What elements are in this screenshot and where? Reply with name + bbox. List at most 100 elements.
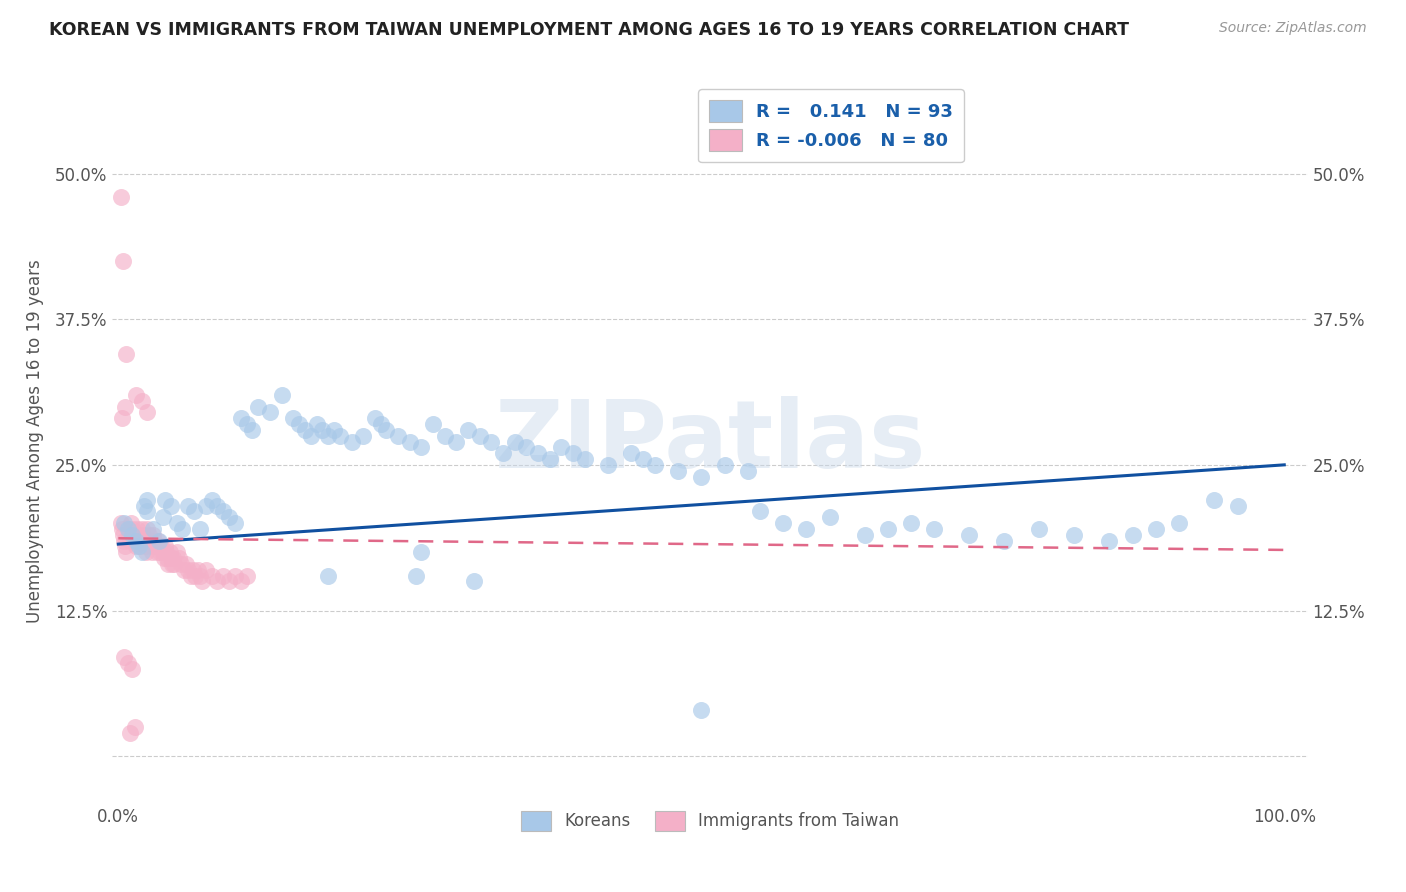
Point (142, 522, 165, 536)
Point (120, 516, 142, 530)
Point (150, 540, 173, 554)
Point (574, 452, 596, 467)
Point (136, 504, 159, 518)
Point (422, 417, 444, 431)
Text: ZIPatlas: ZIPatlas (495, 395, 925, 488)
Point (172, 522, 194, 536)
Point (433, 428, 456, 442)
Point (124, 533, 146, 548)
Point (174, 557, 197, 571)
Point (463, 574, 485, 589)
Point (114, 400, 136, 414)
Point (311, 423, 333, 437)
Point (117, 656, 139, 670)
Point (184, 568, 207, 582)
Point (224, 516, 246, 530)
Point (1063, 528, 1085, 542)
Point (146, 545, 169, 559)
Point (159, 499, 181, 513)
Point (283, 411, 305, 425)
Point (125, 522, 148, 536)
Point (145, 540, 167, 554)
Point (125, 533, 148, 548)
Point (128, 540, 150, 554)
Point (411, 545, 433, 559)
Point (118, 528, 141, 542)
Point (170, 557, 193, 571)
Point (159, 551, 181, 566)
Point (457, 423, 479, 437)
Point (218, 574, 240, 589)
Point (180, 568, 202, 582)
Point (117, 522, 139, 536)
Point (112, 533, 135, 548)
Point (141, 545, 163, 559)
Point (115, 347, 138, 361)
Point (1098, 533, 1121, 548)
Point (503, 434, 526, 449)
Point (139, 540, 162, 554)
Point (562, 446, 585, 460)
Point (125, 388, 148, 402)
Point (166, 516, 188, 530)
Point (129, 540, 152, 554)
Point (316, 428, 339, 442)
Point (644, 458, 666, 472)
Point (1028, 522, 1050, 536)
Point (127, 528, 149, 542)
Point (398, 434, 420, 449)
Point (118, 533, 141, 548)
Point (212, 568, 235, 582)
Point (527, 446, 550, 460)
Point (690, 702, 713, 716)
Point (149, 545, 172, 559)
Point (146, 533, 169, 548)
Point (294, 423, 316, 437)
Point (370, 417, 392, 431)
Point (117, 522, 139, 536)
Point (235, 568, 257, 582)
Point (1204, 492, 1226, 507)
Point (270, 388, 292, 402)
Point (167, 551, 190, 566)
Point (131, 393, 153, 408)
Point (152, 551, 174, 566)
Point (132, 528, 155, 542)
Point (110, 190, 132, 204)
Point (235, 417, 257, 431)
Point (200, 492, 222, 507)
Point (160, 557, 183, 571)
Point (173, 563, 195, 577)
Point (405, 568, 427, 582)
Point (153, 540, 176, 554)
Point (218, 510, 240, 524)
Legend: Koreans, Immigrants from Taiwan: Koreans, Immigrants from Taiwan (515, 805, 905, 838)
Point (596, 458, 619, 472)
Point (191, 574, 214, 589)
Point (124, 720, 146, 734)
Point (183, 504, 205, 518)
Point (316, 568, 339, 582)
Point (737, 464, 759, 478)
Point (492, 446, 515, 460)
Point (207, 574, 229, 589)
Point (177, 499, 200, 513)
Point (853, 528, 876, 542)
Point (136, 522, 159, 536)
Point (134, 540, 156, 554)
Point (152, 510, 174, 524)
Point (305, 417, 328, 431)
Point (114, 540, 136, 554)
Point (121, 522, 143, 536)
Point (550, 441, 572, 455)
Point (138, 528, 160, 542)
Point (139, 533, 162, 548)
Point (818, 510, 841, 524)
Point (690, 469, 713, 483)
Point (194, 499, 217, 513)
Point (153, 492, 176, 507)
Point (772, 516, 794, 530)
Point (352, 428, 374, 442)
Point (188, 522, 211, 536)
Point (876, 522, 898, 536)
